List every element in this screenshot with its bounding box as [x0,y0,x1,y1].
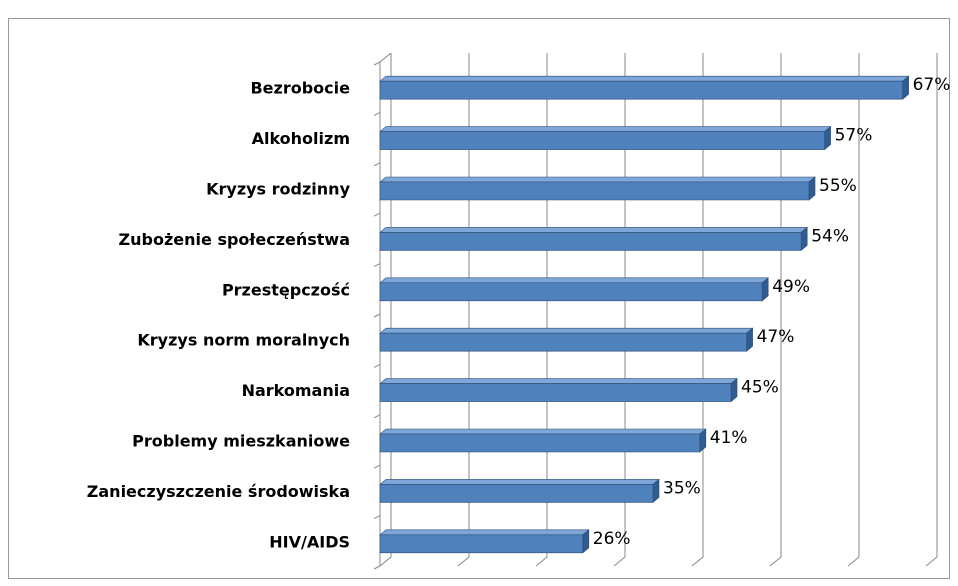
axis-tick [373,111,381,116]
axis-tick [373,464,381,469]
data-label: 35% [663,478,701,498]
y-tick-label: Alkoholizm [252,129,350,148]
bar-face [379,176,816,183]
bar-face [379,479,660,485]
grid-line [847,53,860,567]
data-label: 45% [741,378,779,398]
grid-line [691,53,704,567]
axis-tick [373,162,381,167]
y-tick-label: Kryzys rodzinny [206,180,350,199]
bar [379,529,590,554]
bar [379,75,910,100]
bar-face [379,529,590,536]
bar-face [379,433,701,453]
bar-face [379,126,832,132]
grid-line [379,53,392,567]
data-label: 26% [593,529,631,549]
axis-wall [379,52,392,63]
data-label: 47% [757,327,795,347]
bar-face [379,80,903,100]
grid-line [535,53,548,567]
bar [379,478,660,504]
y-tick-label: Przestępczość [222,280,350,299]
bar-face [379,383,732,402]
bar-face [379,232,802,251]
bar-face [379,332,747,352]
y-tick-label: Kryzys norm moralnych [137,331,350,350]
bar-face [379,327,754,334]
bar-face [379,484,654,503]
axis-tick [373,515,381,520]
bar-face [379,534,584,554]
data-label: 67% [913,75,951,95]
bar [379,226,809,252]
bar-face [379,378,738,384]
bar [379,377,738,403]
bar [379,176,816,201]
bar [379,277,770,302]
bar-face [379,181,810,201]
axis-tick [373,363,381,368]
bar-face [379,75,910,82]
data-label: 54% [811,226,849,246]
axis-tick [373,565,381,570]
axis-tick [373,61,381,66]
bar [379,125,832,151]
y-tick-label: Bezrobocie [250,79,350,98]
bar-face [379,282,763,302]
data-label: 55% [819,176,857,196]
bar-face [379,227,809,233]
axis-tick [373,313,381,318]
bar-face [379,277,770,284]
y-tick-label: HIV/AIDS [269,532,350,551]
grid-line [457,53,470,567]
axis-tick [373,212,381,217]
y-tick-label: Narkomania [242,381,350,400]
bar-face [379,131,825,150]
data-label: 57% [835,126,873,146]
bar [379,428,707,453]
data-label: 49% [772,277,810,297]
bar-face [379,428,707,435]
y-tick-label: Zanieczyszczenie środowiska [87,482,350,501]
bar [379,327,754,352]
data-label: 41% [710,428,748,448]
grid-line [925,53,938,567]
y-tick-label: Zubożenie społeczeństwa [119,230,350,249]
grid-line [613,53,626,567]
y-tick-label: Problemy mieszkaniowe [132,432,350,451]
axis-tick [373,414,381,419]
axis-tick [373,263,381,268]
grid-line [769,53,782,567]
